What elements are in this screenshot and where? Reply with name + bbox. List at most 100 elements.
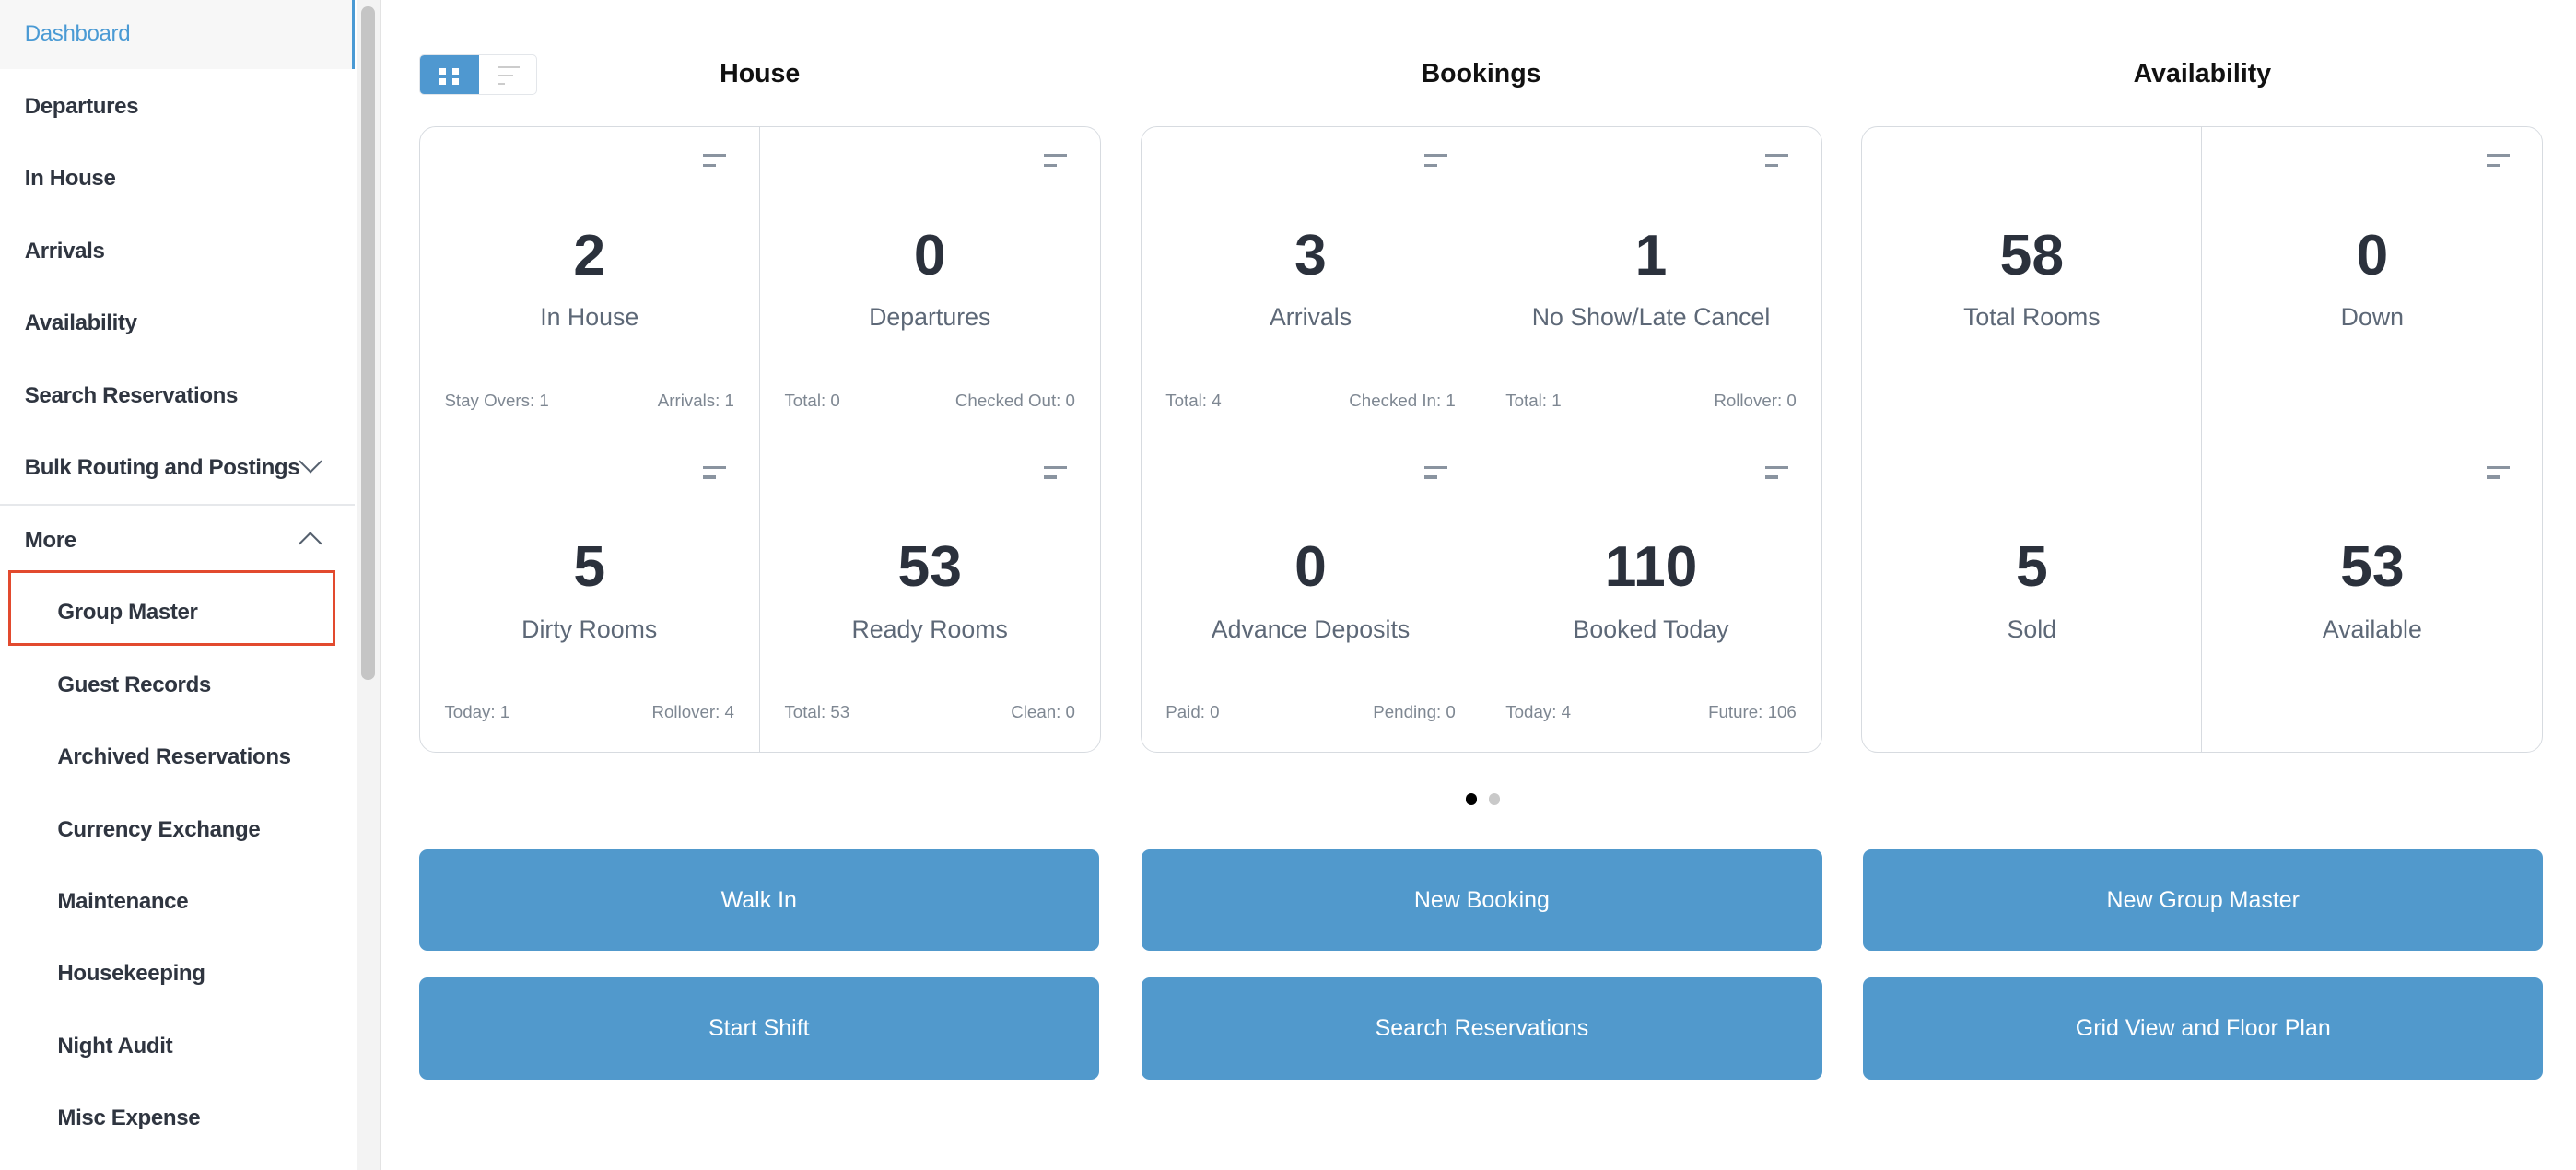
- stat-footer-left: Paid: 0: [1165, 702, 1220, 722]
- section-title-house: House: [720, 59, 801, 89]
- stat-footer-right: Checked In: 1: [1349, 390, 1456, 410]
- stat-label: Dirty Rooms: [521, 614, 658, 643]
- stat-tile-no-show-late-cancel[interactable]: 1 No Show/Late Cancel Total: 1 Rollover: 0: [1481, 127, 1821, 439]
- stat-tile-arrivals[interactable]: 3 Arrivals Total: 4 Checked In: 1: [1141, 127, 1481, 439]
- filter-menu-icon[interactable]: [1044, 153, 1068, 168]
- stat-footer-right: Rollover: 4: [651, 702, 734, 722]
- stat-value: 0: [2356, 223, 2389, 287]
- filter-menu-icon[interactable]: [2486, 153, 2510, 168]
- stat-footer-left: Total: 53: [784, 702, 850, 722]
- stat-label: Available: [2322, 614, 2422, 643]
- filter-menu-icon[interactable]: [1764, 153, 1788, 168]
- stat-label: Booked Today: [1573, 614, 1729, 643]
- group-master-highlight: [7, 569, 335, 646]
- sidebar-item-label: Housekeeping: [57, 961, 205, 987]
- stat-value: 53: [897, 535, 962, 600]
- card-house: 2 In House Stay Overs: 1 Arrivals: 1 0 Depart…: [418, 126, 1101, 753]
- stat-tile-sold[interactable]: 5 Sold: [1862, 439, 2203, 752]
- stat-footer-right: Rollover: 0: [1714, 390, 1797, 410]
- card-bookings: 3 Arrivals Total: 4 Checked In: 1 1 No Show/L…: [1140, 126, 1822, 753]
- section-title-availability: Availability: [2133, 59, 2272, 89]
- sidebar-item-label: Currency Exchange: [57, 816, 261, 842]
- stat-tile-departures[interactable]: 0 Departures Total: 0 Checked Out: 0: [759, 127, 1100, 439]
- sidebar-item-maintenance[interactable]: Maintenance: [0, 868, 355, 937]
- stat-value: 53: [2340, 535, 2405, 600]
- sidebar-item-search-reservations[interactable]: Search Reservations: [0, 361, 355, 430]
- filter-menu-icon[interactable]: [2486, 465, 2510, 479]
- stat-label: Down: [2340, 303, 2405, 332]
- sidebar-item-availability[interactable]: Availability: [0, 289, 355, 358]
- stat-value: 5: [2016, 535, 2048, 600]
- sidebar-item-housekeeping[interactable]: Housekeeping: [0, 940, 355, 1009]
- section-title-bookings: Bookings: [1421, 59, 1541, 89]
- pager-dot[interactable]: [1488, 793, 1501, 805]
- filter-menu-icon[interactable]: [703, 465, 727, 479]
- stat-label: In House: [540, 303, 639, 332]
- sidebar-item-label: Availability: [24, 310, 137, 336]
- sidebar-item-departures[interactable]: Departures: [0, 72, 355, 141]
- walk-in-button[interactable]: Walk In: [418, 848, 1099, 952]
- stat-label: Sold: [2007, 614, 2057, 643]
- stat-value: 2: [573, 223, 606, 287]
- sidebar-border: [379, 0, 381, 1170]
- sidebar-item-more[interactable]: More: [0, 506, 355, 575]
- stat-tile-available[interactable]: 53 Available: [2202, 439, 2542, 752]
- filter-menu-icon[interactable]: [1423, 465, 1447, 479]
- stat-label: No Show/Late Cancel: [1531, 303, 1771, 332]
- stat-label: Departures: [869, 303, 991, 332]
- stat-tile-dirty-rooms[interactable]: 5 Dirty Rooms Today: 1 Rollover: 4: [420, 439, 760, 752]
- sidebar-item-currency-exchange[interactable]: Currency Exchange: [0, 795, 355, 864]
- sidebar-item-label: Search Reservations: [24, 382, 239, 408]
- stat-tile-advance-deposits[interactable]: 0 Advance Deposits Paid: 0 Pending: 0: [1142, 439, 1481, 752]
- view-toggle: [418, 53, 538, 96]
- sidebar-item-label: Night Audit: [57, 1033, 173, 1059]
- sidebar-item-arrivals[interactable]: Arrivals: [0, 216, 355, 286]
- stat-footer-left: Stay Overs: 1: [444, 390, 549, 410]
- sidebar-item-label: Misc Expense: [57, 1106, 201, 1131]
- stat-value: 0: [1294, 535, 1327, 600]
- stat-footer-left: Total: 1: [1505, 390, 1562, 410]
- filter-menu-icon[interactable]: [1044, 465, 1068, 479]
- sidebar-item-label: Bulk Routing and Postings: [24, 455, 300, 481]
- new-booking-button[interactable]: New Booking: [1142, 848, 1822, 952]
- new-group-master-button[interactable]: New Group Master: [1863, 848, 2544, 952]
- search-reservations-button[interactable]: Search Reservations: [1142, 977, 1822, 1080]
- sidebar-item-label: In House: [24, 166, 116, 192]
- stat-label: Ready Rooms: [851, 614, 1008, 643]
- start-shift-button[interactable]: Start Shift: [418, 977, 1099, 1080]
- list-view-button[interactable]: [479, 55, 536, 95]
- stat-tile-ready-rooms[interactable]: 53 Ready Rooms Total: 53 Clean: 0: [760, 439, 1100, 752]
- stat-footer-right: Clean: 0: [1011, 702, 1075, 722]
- sidebar-item-label: Archived Reservations: [57, 744, 291, 770]
- sidebar-item-group-master[interactable]: Group Master: [0, 579, 355, 648]
- stat-tile-total-rooms[interactable]: 58 Total Rooms: [1862, 127, 2203, 439]
- stat-footer-left: Total: 4: [1165, 390, 1222, 410]
- sidebar-item-bulk-routing-and-postings[interactable]: Bulk Routing and Postings: [0, 434, 355, 503]
- stat-value: 3: [1294, 223, 1327, 287]
- sidebar-scrollbar-thumb[interactable]: [361, 6, 375, 681]
- chevron-down-icon[interactable]: [299, 450, 322, 474]
- filter-menu-icon[interactable]: [1423, 153, 1447, 168]
- chevron-up-icon[interactable]: [299, 532, 322, 556]
- card-availability: 58 Total Rooms 0 Down 5 Sold 53 Available: [1861, 126, 2544, 753]
- grid-view-and-floor-plan-button[interactable]: Grid View and Floor Plan: [1863, 977, 2544, 1080]
- pager-dot[interactable]: [1465, 793, 1478, 805]
- sidebar-item-guest-records[interactable]: Guest Records: [0, 650, 355, 720]
- sidebar-item-in-house[interactable]: In House: [0, 145, 355, 214]
- sidebar-item-label: Maintenance: [57, 888, 189, 914]
- stat-tile-in-house[interactable]: 2 In House Stay Overs: 1 Arrivals: 1: [419, 127, 760, 439]
- sidebar-item-night-audit[interactable]: Night Audit: [0, 1012, 355, 1081]
- stat-footer-right: Future: 106: [1708, 702, 1797, 722]
- stat-value: 5: [573, 535, 606, 600]
- filter-menu-icon[interactable]: [703, 153, 727, 168]
- stat-tile-down[interactable]: 0 Down: [2202, 127, 2543, 439]
- stat-footer-left: Total: 0: [784, 390, 840, 410]
- sidebar-item-dashboard[interactable]: Dashboard: [0, 0, 356, 69]
- grid-view-button[interactable]: [419, 54, 479, 95]
- stat-tile-booked-today[interactable]: 110 Booked Today Today: 4 Future: 106: [1481, 439, 1821, 752]
- filter-menu-icon[interactable]: [1764, 465, 1788, 479]
- sidebar-item-misc-expense[interactable]: Misc Expense: [0, 1084, 355, 1153]
- stat-value: 110: [1604, 535, 1698, 600]
- sidebar-item-archived-reservations[interactable]: Archived Reservations: [0, 723, 355, 792]
